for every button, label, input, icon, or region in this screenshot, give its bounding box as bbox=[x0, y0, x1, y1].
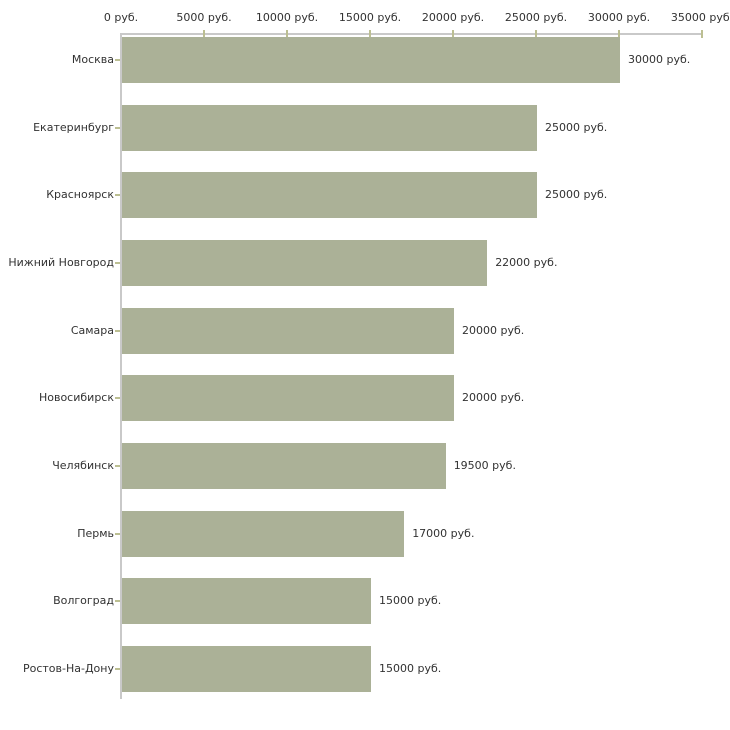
x-axis-tick bbox=[535, 30, 537, 38]
value-label: 22000 руб. bbox=[495, 255, 558, 269]
bar bbox=[122, 307, 454, 354]
x-axis-tick-label: 20000 руб. bbox=[421, 11, 485, 24]
value-label: 19500 руб. bbox=[453, 458, 516, 472]
category-label: Ростов-На-Дону bbox=[22, 661, 114, 675]
y-axis-tick bbox=[115, 667, 120, 670]
y-axis-tick bbox=[115, 397, 120, 400]
y-axis-tick bbox=[115, 532, 120, 535]
bar bbox=[122, 645, 371, 692]
value-label: 15000 руб. bbox=[379, 594, 442, 608]
y-axis-tick bbox=[115, 600, 120, 603]
x-axis-tick bbox=[286, 30, 288, 38]
value-label: 25000 руб. bbox=[545, 188, 608, 202]
x-axis-tick-label: 25000 руб. bbox=[504, 11, 568, 24]
category-label: Самара bbox=[70, 323, 114, 337]
y-axis-tick bbox=[115, 464, 120, 467]
value-label: 15000 руб. bbox=[379, 661, 442, 675]
category-label: Челябинск bbox=[52, 458, 114, 472]
category-label: Волгоград bbox=[53, 594, 114, 608]
y-axis-line bbox=[120, 33, 122, 699]
category-label: Красноярск bbox=[46, 188, 114, 202]
x-axis-tick-label: 30000 руб. bbox=[587, 11, 651, 24]
bar bbox=[122, 37, 620, 83]
category-label: Москва bbox=[71, 53, 114, 66]
y-axis-tick bbox=[115, 261, 120, 264]
x-axis-tick bbox=[701, 30, 703, 38]
x-axis-tick-label: 35000 руб. bbox=[670, 11, 730, 24]
x-axis-tick bbox=[452, 30, 454, 38]
bar bbox=[122, 239, 488, 286]
y-axis-tick bbox=[115, 194, 120, 197]
x-axis-tick-label: 5000 руб. bbox=[176, 11, 232, 24]
x-axis-tick-label: 10000 руб. bbox=[255, 11, 319, 24]
x-axis-line bbox=[120, 33, 703, 35]
y-axis-tick bbox=[115, 59, 120, 61]
value-label: 17000 руб. bbox=[412, 526, 475, 540]
value-label: 25000 руб. bbox=[545, 120, 608, 134]
x-axis-tick bbox=[203, 30, 205, 38]
x-axis-tick-label: 0 руб. bbox=[103, 11, 139, 24]
bar bbox=[122, 104, 537, 151]
category-label: Пермь bbox=[77, 526, 114, 540]
x-axis-tick bbox=[618, 30, 620, 38]
category-label: Екатеринбург bbox=[33, 120, 114, 134]
value-label: 30000 руб. bbox=[628, 53, 691, 66]
category-label: Новосибирск bbox=[38, 391, 114, 405]
x-axis-tick-label: 15000 руб. bbox=[338, 11, 402, 24]
bar bbox=[122, 510, 405, 557]
y-axis-tick bbox=[115, 329, 120, 332]
bar bbox=[122, 172, 537, 219]
value-label: 20000 руб. bbox=[462, 323, 525, 337]
bar bbox=[122, 375, 454, 422]
x-axis-tick bbox=[369, 30, 371, 38]
y-axis-tick bbox=[115, 126, 120, 129]
category-label: Нижний Новгород bbox=[8, 255, 114, 269]
value-label: 20000 руб. bbox=[462, 391, 525, 405]
bar bbox=[122, 578, 371, 625]
bar bbox=[122, 442, 446, 489]
